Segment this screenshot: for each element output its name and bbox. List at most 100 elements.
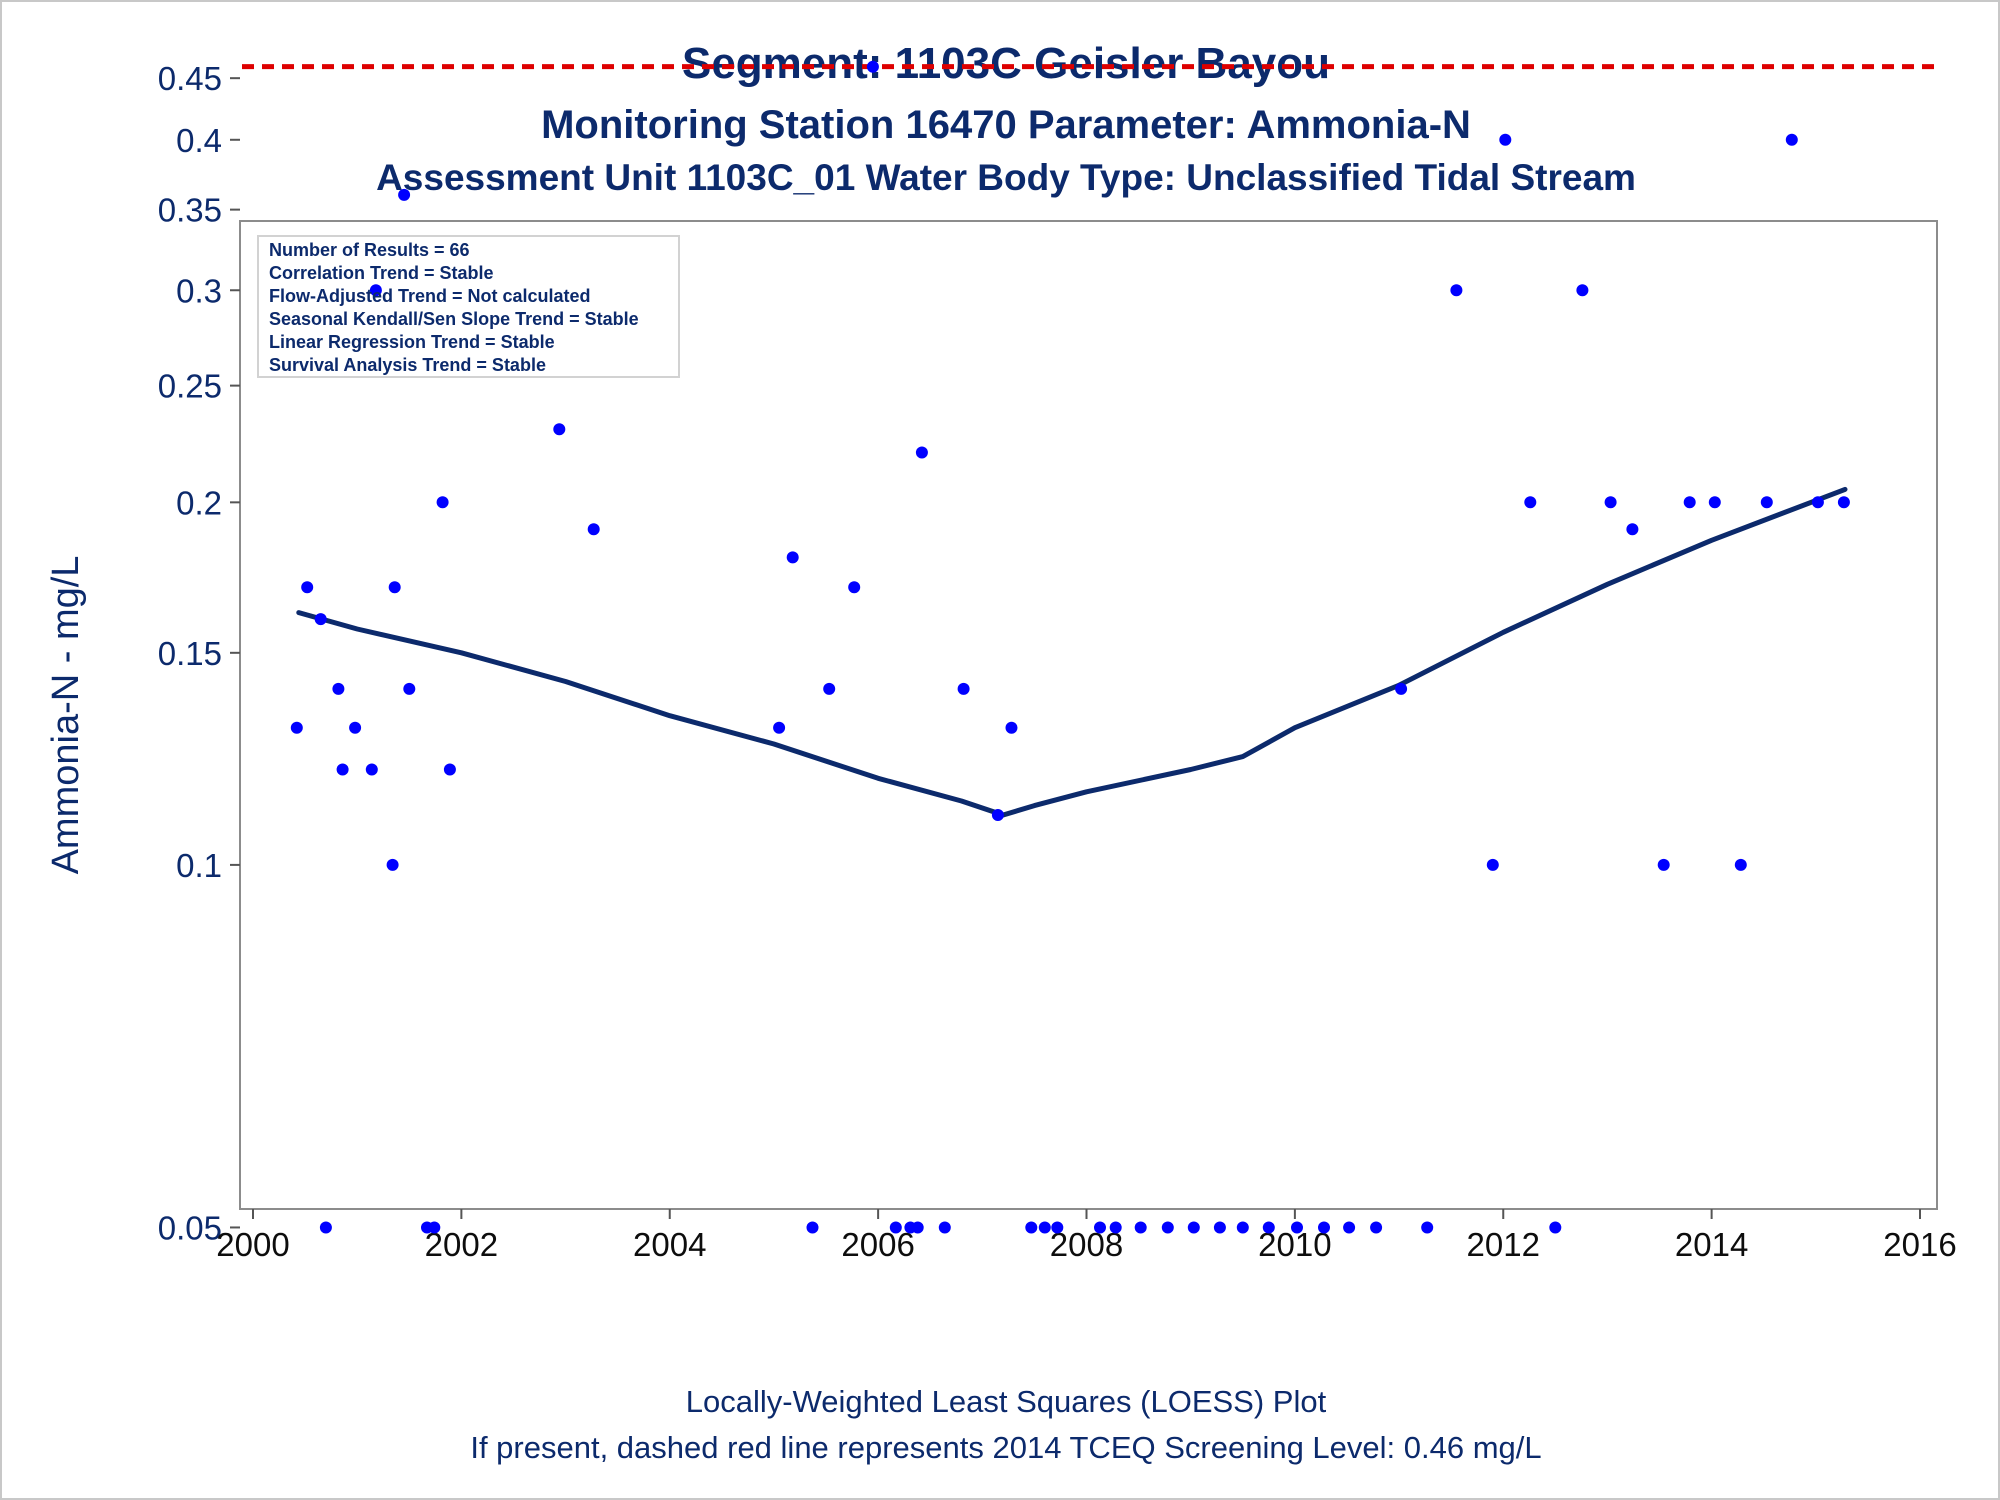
chart-subtitle: Monitoring Station 16470 Parameter: Ammo… xyxy=(541,103,1471,147)
loess-layer xyxy=(296,486,1848,818)
data-point xyxy=(911,1221,924,1234)
data-point xyxy=(319,1221,332,1234)
data-point xyxy=(1051,1221,1064,1234)
x-tick-label: 2000 xyxy=(216,1226,289,1263)
data-point xyxy=(1109,1221,1122,1234)
data-point xyxy=(386,858,399,871)
data-point xyxy=(1683,496,1696,509)
data-point xyxy=(1604,496,1617,509)
data-point xyxy=(1161,1221,1174,1234)
stats-line: Flow-Adjusted Trend = Not calculated xyxy=(269,286,591,306)
y-axis-label: Ammonia-N - mg/L xyxy=(45,556,87,875)
data-point xyxy=(1318,1221,1330,1234)
data-point xyxy=(443,763,456,776)
data-point xyxy=(1291,1221,1303,1234)
data-point xyxy=(915,446,928,459)
data-point xyxy=(1734,858,1747,871)
data-point xyxy=(866,60,879,73)
data-point xyxy=(1262,1221,1275,1234)
data-point xyxy=(957,682,970,695)
data-point xyxy=(1657,858,1670,871)
data-point xyxy=(587,523,600,536)
data-point xyxy=(1236,1221,1249,1234)
y-tick-label: 0.1 xyxy=(176,847,222,884)
data-point xyxy=(1395,682,1408,695)
data-point xyxy=(1708,496,1721,509)
data-point xyxy=(388,581,401,594)
stats-line: Survival Analysis Trend = Stable xyxy=(269,355,546,375)
data-point xyxy=(336,763,349,776)
data-point xyxy=(786,551,799,564)
data-point xyxy=(1038,1221,1051,1234)
data-point xyxy=(553,423,566,436)
data-point xyxy=(1576,284,1589,297)
x-tick-label: 2012 xyxy=(1467,1226,1540,1263)
data-point xyxy=(1811,496,1824,509)
y-tick-label: 0.05 xyxy=(158,1209,222,1246)
data-point xyxy=(1187,1221,1200,1234)
y-tick-label: 0.3 xyxy=(176,272,222,309)
data-point xyxy=(1025,1221,1038,1234)
footnote-screening: If present, dashed red line represents 2… xyxy=(470,1430,1541,1465)
data-point xyxy=(1486,858,1499,871)
points-layer xyxy=(290,60,1850,1234)
data-point xyxy=(1524,496,1537,509)
data-point xyxy=(436,496,449,509)
loess-line xyxy=(296,486,1848,818)
data-point xyxy=(773,721,786,734)
data-point xyxy=(398,188,411,201)
data-point xyxy=(301,581,314,594)
data-point xyxy=(1626,523,1639,536)
data-point xyxy=(889,1221,902,1234)
plot-area xyxy=(239,220,1938,1210)
data-point xyxy=(365,763,378,776)
data-point xyxy=(1370,1221,1383,1234)
y-tick-label: 0.25 xyxy=(158,368,222,405)
stats-line: Correlation Trend = Stable xyxy=(269,263,494,283)
data-point xyxy=(332,682,345,695)
data-point xyxy=(1094,1221,1106,1234)
stats-line: Linear Regression Trend = Stable xyxy=(269,332,555,352)
y-tick-label: 0.15 xyxy=(158,635,222,672)
data-point xyxy=(403,682,416,695)
data-point xyxy=(1421,1221,1434,1234)
data-point xyxy=(1450,284,1463,297)
y-tick-label: 0.2 xyxy=(176,484,222,521)
data-point xyxy=(1549,1221,1562,1234)
data-point xyxy=(369,284,382,297)
data-point xyxy=(1213,1221,1226,1234)
data-point xyxy=(806,1221,819,1234)
data-point xyxy=(991,809,1004,821)
data-point xyxy=(938,1221,951,1234)
data-point xyxy=(290,721,303,734)
stats-box: Number of Results = 66 Correlation Trend… xyxy=(257,235,680,378)
x-tick-label: 2016 xyxy=(1883,1226,1956,1263)
x-tick-label: 2008 xyxy=(1050,1226,1123,1263)
data-point xyxy=(1760,496,1773,509)
stats-line: Number of Results = 66 xyxy=(269,240,470,260)
data-point xyxy=(848,581,861,594)
data-point xyxy=(428,1221,441,1234)
x-tick-label: 2006 xyxy=(841,1226,914,1263)
y-tick-label: 0.4 xyxy=(176,122,222,159)
x-tick-label: 2014 xyxy=(1675,1226,1748,1263)
footnote-loess: Locally-Weighted Least Squares (LOESS) P… xyxy=(686,1384,1327,1419)
data-point xyxy=(349,721,362,734)
data-point xyxy=(823,682,836,695)
chart-subtitle-2: Assessment Unit 1103C_01 Water Body Type… xyxy=(376,157,1636,198)
stats-line: Seasonal Kendall/Sen Slope Trend = Stabl… xyxy=(269,309,639,329)
chart-title: Segment: 1103C Geisler Bayou xyxy=(682,39,1330,88)
y-tick-label: 0.35 xyxy=(158,192,222,229)
data-point xyxy=(1499,133,1512,146)
data-point xyxy=(1005,721,1018,734)
data-point xyxy=(1134,1221,1147,1234)
data-point xyxy=(1837,496,1850,509)
y-tick-label: 0.45 xyxy=(158,60,222,97)
data-point xyxy=(314,613,327,626)
data-point xyxy=(1343,1221,1356,1234)
data-point xyxy=(1785,133,1798,146)
stats-box-border xyxy=(257,235,680,378)
x-tick-label: 2004 xyxy=(633,1226,706,1263)
